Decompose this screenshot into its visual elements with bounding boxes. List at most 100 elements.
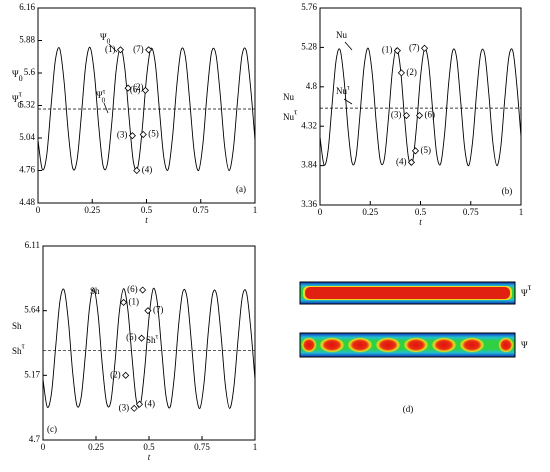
y-tick-label: 5.88 (19, 35, 35, 45)
series-label-base: Ψ (100, 32, 107, 42)
marker-label: (1) (129, 296, 140, 306)
y-axis-label: Nu (283, 92, 294, 102)
marker (397, 69, 405, 77)
marker-label: (4) (396, 156, 407, 166)
y-axis-label-sub: 0 (19, 74, 23, 83)
x-tick-label: 0.5 (143, 442, 155, 452)
y-axis-label-base: Sh (12, 346, 22, 356)
series-line (37, 46, 256, 171)
series-label: Sh (90, 286, 100, 296)
marker (116, 46, 125, 54)
marker-label: (1) (105, 44, 116, 54)
y-axis-label: Shτ (12, 341, 26, 356)
y-tick-label: 4.32 (301, 120, 317, 130)
y-tick-label: 6.11 (25, 240, 40, 250)
marker-label: (3) (391, 110, 402, 120)
mean-line-label: Nuτ (336, 83, 350, 96)
y-axis-label-base: Ψ (12, 69, 19, 79)
image-label: Ψ (521, 340, 528, 350)
annotation-arrow (108, 43, 118, 53)
annotation-arrow (103, 102, 109, 114)
marker-label: (4) (144, 398, 155, 408)
marker-label: (6) (424, 110, 435, 120)
mean-line-label-sup: τ (347, 83, 350, 91)
y-axis-label: Ψ0 (12, 69, 23, 83)
series-label-sub: 0 (107, 37, 111, 45)
panel-label: (d) (403, 404, 414, 414)
y-axis-label-sup: τ (19, 89, 23, 98)
annotation-arrow (344, 41, 353, 51)
marker-label: (4) (142, 165, 153, 175)
marker-label: (2) (406, 67, 417, 77)
marker (138, 334, 146, 342)
marker (144, 307, 152, 315)
y-tick-label: 4.76 (19, 165, 35, 175)
marker-label: (5) (126, 332, 137, 342)
marker (402, 111, 410, 120)
marker (141, 86, 149, 94)
y-tick-label: 4.8 (306, 81, 318, 91)
y-axis-label-base: Sh (12, 321, 22, 331)
y-tick-label: 5.64 (24, 305, 40, 315)
marker-label: (3) (119, 402, 130, 412)
x-axis-label: t (148, 452, 151, 462)
series-label-base: Sh (90, 286, 100, 296)
marker-label: (7) (409, 42, 420, 52)
y-axis-label: Sh (12, 321, 22, 331)
marker (420, 44, 429, 52)
mean-line-label-base: Nu (336, 86, 347, 96)
marker (139, 130, 147, 139)
x-tick-label: 0.75 (194, 442, 210, 452)
marker-label: (6) (130, 84, 141, 94)
y-tick-label: 4.48 (19, 197, 35, 207)
panel-label: (a) (236, 184, 246, 194)
x-tick-label: 0 (41, 442, 46, 452)
y-tick-label: 5.28 (301, 41, 317, 51)
x-tick-label: 0.75 (463, 207, 479, 217)
marker (122, 371, 130, 379)
mean-line-label: Shτ (146, 332, 159, 345)
y-tick-label: 5.76 (301, 2, 317, 12)
marker-label: (6) (127, 284, 138, 294)
x-tick-label: 0.5 (415, 207, 427, 217)
series-label: Nu (336, 30, 347, 40)
mean-line-label: Ψτ 0 (96, 87, 106, 104)
marker (124, 84, 132, 92)
image-label-sup: τ (528, 282, 532, 292)
marker (407, 158, 416, 166)
marker (393, 47, 401, 55)
marker (130, 404, 138, 412)
x-tick-label: 0.75 (193, 205, 209, 215)
marker-label: (7) (153, 305, 164, 315)
marker (145, 46, 153, 54)
mean-line-label-sup: τ (156, 332, 159, 340)
mean-line-label-base: Sh (146, 335, 156, 345)
y-axis-label-sup: τ (294, 107, 298, 116)
y-axis-label-base: Ψ (12, 94, 19, 104)
y-tick-label: 5.6 (24, 67, 36, 77)
mean-line-label-base: Ψ (96, 90, 103, 100)
image-label: Ψτ (521, 282, 532, 298)
series-label-base: Nu (336, 30, 347, 40)
y-tick-label: 3.84 (301, 160, 317, 170)
x-tick-label: 1 (253, 205, 258, 215)
y-tick-label: 5.04 (19, 132, 35, 142)
x-tick-label: 0 (36, 205, 41, 215)
series-line (319, 47, 522, 167)
y-axis-label-base: Nu (283, 112, 294, 122)
x-tick-label: 1 (253, 442, 258, 452)
y-axis-label-sub: 0 (17, 100, 21, 109)
marker-label: (2) (110, 369, 121, 379)
y-tick-label: 5.32 (19, 100, 35, 110)
marker (411, 147, 420, 155)
y-axis-label: Ψτ 0 (12, 89, 23, 109)
x-tick-label: 1 (519, 207, 524, 217)
mean-line-label-sup: τ (103, 87, 106, 95)
x-axis-label: t (419, 217, 422, 227)
plot-frame (319, 7, 522, 206)
y-tick-label: 4.7 (29, 434, 41, 444)
marker-label: (7) (133, 44, 144, 54)
marker (139, 286, 147, 294)
annotation-arrow (343, 98, 353, 105)
